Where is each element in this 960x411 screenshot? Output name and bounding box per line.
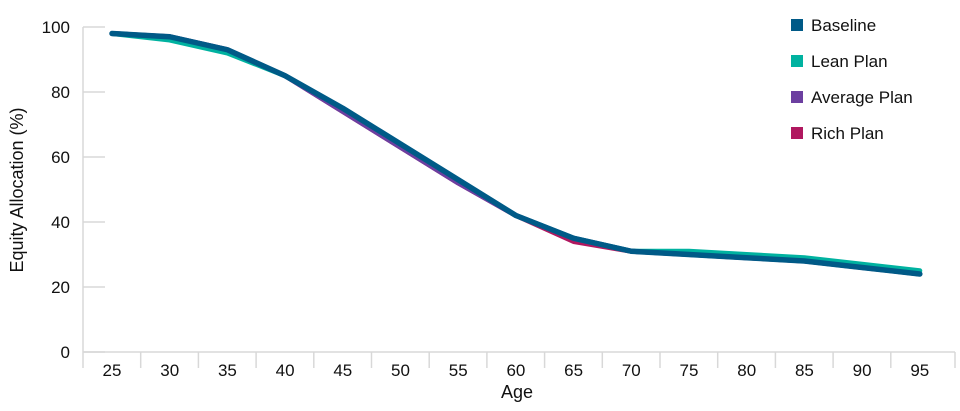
x-tick-label: 55 <box>449 361 468 380</box>
x-tick-label: 60 <box>506 361 525 380</box>
y-tick-label: 0 <box>61 343 70 362</box>
x-tick-label: 75 <box>680 361 699 380</box>
y-tick-label: 40 <box>51 213 70 232</box>
x-tick-label: 30 <box>160 361 179 380</box>
legend-label: Baseline <box>811 16 876 35</box>
x-tick-label: 25 <box>103 361 122 380</box>
y-tick-label: 100 <box>42 18 70 37</box>
legend-swatch <box>791 91 803 103</box>
y-tick-label: 20 <box>51 278 70 297</box>
y-tick-label: 80 <box>51 83 70 102</box>
x-tick-label: 90 <box>853 361 872 380</box>
series-line-baseline <box>109 30 923 277</box>
x-tick-label: 50 <box>391 361 410 380</box>
x-tick-label: 35 <box>218 361 237 380</box>
legend-swatch <box>791 55 803 67</box>
x-tick-label: 45 <box>333 361 352 380</box>
x-axis-label: Age <box>501 382 533 402</box>
legend-swatch <box>791 127 803 139</box>
y-tick-label: 60 <box>51 148 70 167</box>
legend-label: Lean Plan <box>811 52 888 71</box>
series-line-rich-plan <box>109 31 923 277</box>
x-tick-label: 40 <box>276 361 295 380</box>
x-tick-label: 70 <box>622 361 641 380</box>
x-tick-label: 95 <box>910 361 929 380</box>
series-line-lean-plan <box>109 31 923 274</box>
legend-label: Average Plan <box>811 88 913 107</box>
y-axis-label: Equity Allocation (%) <box>7 107 27 272</box>
x-tick-label: 65 <box>564 361 583 380</box>
legend-label: Rich Plan <box>811 124 884 143</box>
x-tick-label: 85 <box>795 361 814 380</box>
x-tick-label: 80 <box>737 361 756 380</box>
series-line-average-plan <box>109 31 923 277</box>
legend-swatch <box>791 19 803 31</box>
